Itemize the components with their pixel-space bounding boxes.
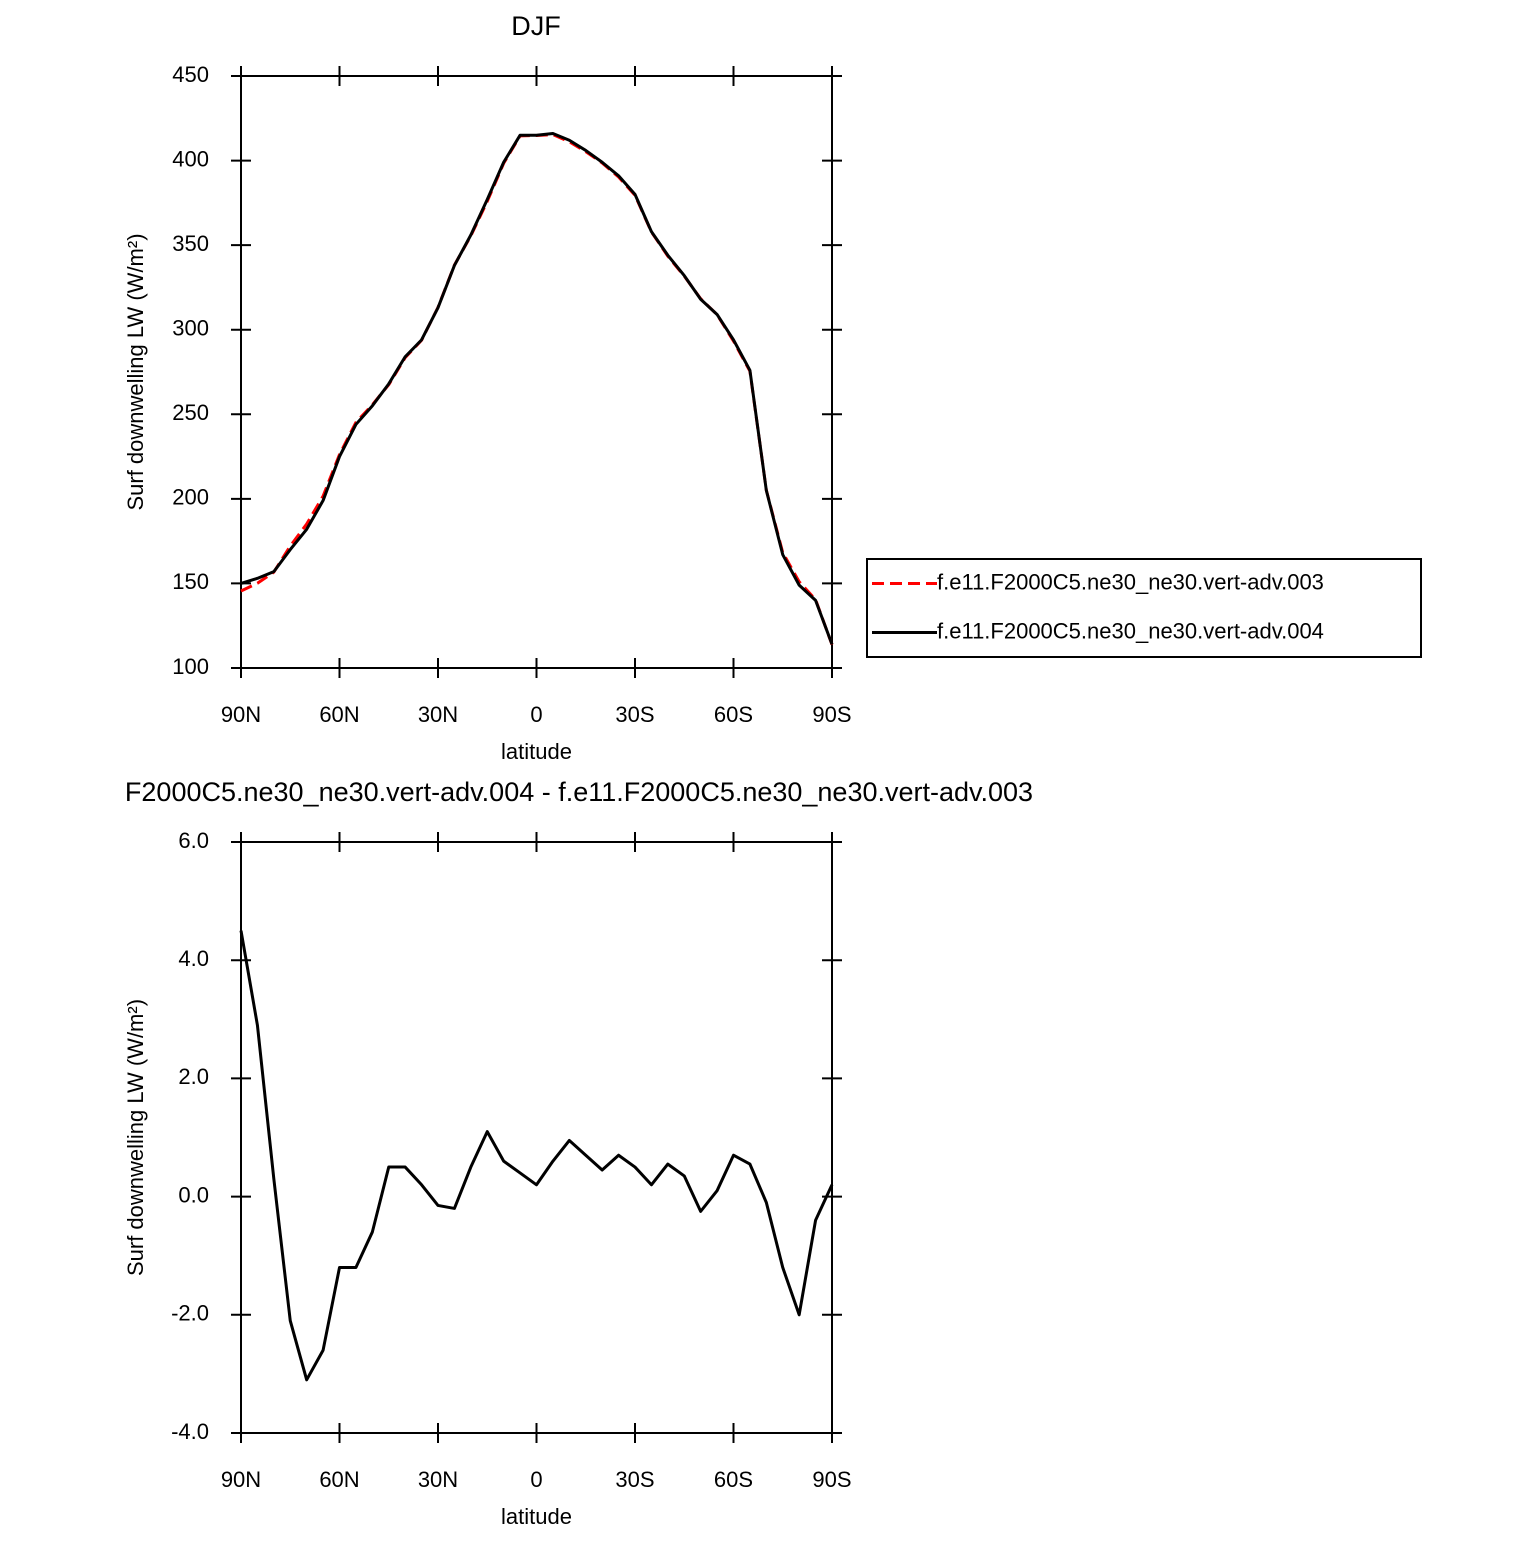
y-axis-label: Surf downwelling LW (W/m²): [123, 999, 148, 1276]
legend-box: [866, 558, 1422, 658]
x-tick-label: 30N: [418, 1467, 458, 1492]
x-tick-label: 0: [530, 702, 542, 727]
y-tick-label: 250: [172, 400, 209, 425]
y-tick-label: -4.0: [171, 1419, 209, 1444]
x-tick-label: 60N: [319, 702, 359, 727]
x-tick-label: 30S: [615, 1467, 654, 1492]
x-tick-label: 0: [530, 1467, 542, 1492]
chart-title: DJF: [511, 11, 561, 41]
x-tick-label: 60N: [319, 1467, 359, 1492]
x-tick-label: 30S: [615, 702, 654, 727]
y-tick-label: 300: [172, 316, 209, 341]
y-tick-label: 450: [172, 62, 209, 87]
x-tick-label: 60S: [714, 702, 753, 727]
x-tick-label: 90S: [812, 1467, 851, 1492]
x-tick-label: 30N: [418, 702, 458, 727]
x-tick-label: 60S: [714, 1467, 753, 1492]
data-line: [240, 132, 834, 645]
y-tick-label: 2.0: [178, 1064, 209, 1089]
chart-title: F2000C5.ne30_ne30.vert-adv.004 - f.e11.F…: [125, 777, 1033, 807]
x-axis-label: latitude: [501, 739, 572, 764]
y-tick-label: 100: [172, 654, 209, 679]
y-tick-label: 0.0: [178, 1182, 209, 1207]
x-tick-label: 90N: [221, 702, 261, 727]
legend-label: f.e11.F2000C5.ne30_ne30.vert-adv.003: [937, 569, 1324, 594]
y-tick-label: 150: [172, 569, 209, 594]
y-tick-label: -2.0: [171, 1301, 209, 1326]
plot-frame: [240, 841, 833, 1434]
y-axis-label: Surf downwelling LW (W/m²): [123, 233, 148, 510]
x-tick-label: 90N: [221, 1467, 261, 1492]
y-tick-label: 350: [172, 231, 209, 256]
x-tick-label: 90S: [812, 702, 851, 727]
y-tick-label: 200: [172, 485, 209, 510]
y-tick-label: 4.0: [178, 946, 209, 971]
data-line: [240, 133, 834, 646]
y-tick-label: 400: [172, 146, 209, 171]
x-axis-label: latitude: [501, 1504, 572, 1529]
y-tick-label: 6.0: [178, 828, 209, 853]
data-line: [239, 930, 834, 1382]
legend-label: f.e11.F2000C5.ne30_ne30.vert-adv.004: [937, 618, 1324, 643]
plot-frame: [240, 75, 833, 669]
